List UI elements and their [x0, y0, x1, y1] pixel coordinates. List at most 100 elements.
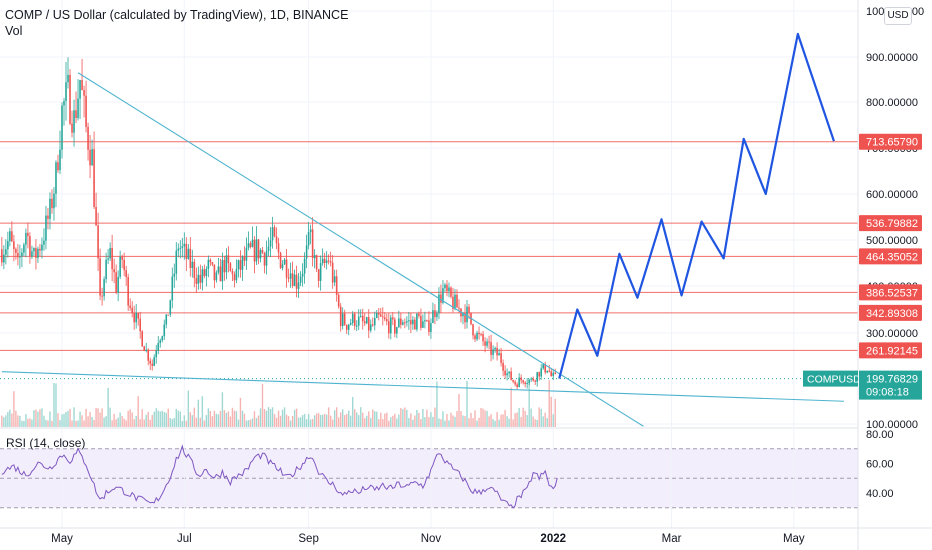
candle-body [169, 300, 172, 315]
volume-bar [119, 412, 121, 427]
volume-bar [57, 413, 59, 427]
volume-bar [297, 417, 300, 427]
volume-bar [9, 409, 11, 427]
volume-bar [450, 412, 452, 427]
level-price-label: 464.35052 [866, 251, 918, 263]
volume-bar [454, 416, 456, 427]
candle-body [554, 372, 557, 374]
candle-body [544, 364, 547, 373]
volume-bar [13, 391, 15, 427]
volume-bar [508, 418, 510, 427]
volume-bar [133, 419, 135, 427]
volume-bar [520, 417, 522, 427]
candle-body [496, 347, 498, 356]
volume-bar [436, 381, 438, 427]
candle-body [504, 370, 506, 376]
volume-bar [344, 415, 346, 427]
volume-bar [398, 414, 400, 427]
volume-bar [534, 419, 536, 427]
volume-bar [380, 412, 382, 427]
volume-bar [416, 409, 418, 427]
candle-body [195, 278, 198, 284]
volume-bar [99, 412, 101, 427]
volume-bar [173, 417, 175, 427]
volume-bar [169, 418, 171, 427]
volume-bar [315, 413, 318, 427]
candle-body [382, 316, 384, 318]
volume-bar [51, 420, 53, 427]
volume-bar [77, 420, 79, 427]
candle-body [317, 269, 320, 281]
candle-body [151, 363, 154, 366]
volume-bar [313, 415, 316, 427]
candle-body [53, 193, 55, 209]
candle-body [394, 319, 396, 334]
volume-bar [141, 409, 143, 427]
candle-body [353, 313, 356, 326]
volume-bar [153, 411, 155, 427]
volume-bar [105, 416, 107, 427]
candle-body [404, 322, 406, 324]
volume-bar [221, 392, 224, 427]
candle-body [536, 372, 538, 382]
volume-bar [29, 418, 31, 427]
volume-bar [35, 409, 37, 427]
volume-bar [183, 415, 186, 427]
volume-bar [209, 411, 212, 427]
volume-bar [229, 416, 232, 427]
candle-body [255, 239, 258, 262]
candle-body [211, 262, 214, 265]
candle-body [23, 244, 25, 253]
candle-body [75, 110, 77, 119]
rsi-line [1, 444, 558, 509]
volume-bar [412, 419, 414, 427]
candle-body [117, 276, 119, 293]
volume-bar [506, 416, 508, 427]
candle-body [464, 313, 466, 323]
candle-body [502, 362, 504, 371]
volume-bar [546, 418, 548, 427]
volume-bar [137, 396, 139, 427]
rsi-tick-label: 40.00 [866, 488, 894, 500]
time-axis: May Jul Sep Nov 2022 Mar May [0, 527, 932, 545]
candle-body [49, 198, 51, 219]
candle-body [301, 273, 304, 277]
volume-bar [538, 407, 540, 427]
candle-body [107, 258, 109, 260]
candle-body [341, 313, 344, 327]
volume-bar [33, 410, 35, 427]
candle-body [323, 258, 326, 263]
volume-bar [41, 408, 43, 427]
candle-body [333, 276, 336, 283]
volume-bar [123, 418, 125, 427]
volume-bar [342, 409, 344, 427]
volume-bar [396, 418, 398, 427]
candle-body [225, 255, 228, 273]
candle-body [297, 282, 300, 289]
volume-bar [115, 419, 117, 427]
candle-body [129, 305, 131, 308]
volume-bar [374, 411, 376, 427]
chart-legend: COMP / US Dollar (calculated by TradingV… [5, 7, 348, 39]
volume-bar [400, 408, 402, 427]
candle-body [221, 260, 224, 282]
volume-bar [496, 412, 498, 427]
candle-body [506, 373, 508, 376]
volume-bar [205, 415, 208, 427]
candle-body [283, 259, 286, 265]
candle-body [369, 324, 372, 331]
candle-body [51, 198, 53, 209]
currency-button[interactable]: USD [884, 7, 912, 25]
candle-body [371, 324, 374, 326]
candle-body [263, 253, 266, 266]
candle-body [295, 274, 298, 289]
volume-bar [368, 411, 370, 427]
volume-bar [498, 419, 500, 427]
candle-body [456, 294, 458, 308]
rsi-line-path [1, 444, 558, 509]
candle-body [299, 276, 302, 283]
volume-bar [378, 419, 380, 427]
volume-bar [101, 408, 103, 427]
volume-bar [426, 409, 428, 427]
